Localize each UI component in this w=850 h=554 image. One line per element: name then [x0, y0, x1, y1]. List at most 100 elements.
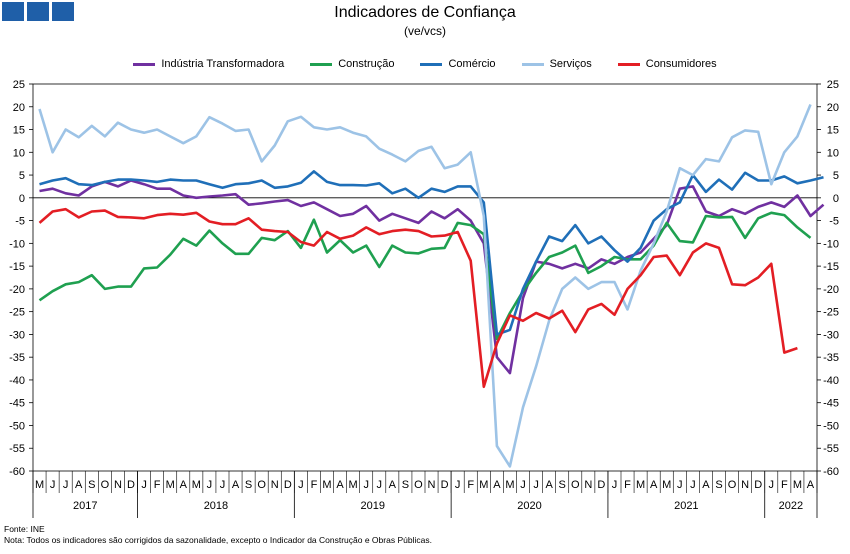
month-label: F [781, 479, 788, 491]
legend-label: Construção [338, 58, 395, 70]
y-tick-label-left: 15 [13, 125, 25, 137]
month-label: J [377, 479, 383, 491]
y-tick-label-right: 20 [827, 102, 839, 114]
month-label: J [207, 479, 213, 491]
y-tick-label-left: -35 [9, 352, 25, 364]
month-label: S [245, 479, 252, 491]
month-label: A [702, 479, 710, 491]
y-tick-label-right: -55 [823, 443, 839, 455]
chart-legend: Indústria Transformadora Construção Comérc… [0, 58, 850, 70]
month-label: F [154, 479, 161, 491]
month-label: J [690, 479, 696, 491]
month-label: J [520, 479, 526, 491]
footnote: Nota: Todos os indicadores são corrigido… [4, 535, 432, 545]
month-label: M [166, 479, 175, 491]
month-label: D [597, 479, 605, 491]
y-tick-label-left: 20 [13, 102, 25, 114]
y-tick-label-left: 10 [13, 147, 25, 159]
month-label: J [141, 479, 147, 491]
y-tick-label-left: -5 [15, 216, 25, 228]
year-label: 2020 [517, 500, 541, 512]
series-line-comercio [39, 170, 824, 336]
legend-item-comercio: Comércio [420, 58, 496, 70]
month-label: S [715, 479, 722, 491]
month-label: A [336, 479, 344, 491]
month-label: A [807, 479, 815, 491]
month-label: S [559, 479, 566, 491]
y-tick-label-right: 15 [827, 125, 839, 137]
y-tick-label-left: -55 [9, 443, 25, 455]
month-label: D [441, 479, 449, 491]
chart-subtitle: (ve/vcs) [404, 24, 446, 38]
month-label: N [741, 479, 749, 491]
y-tick-label-right: -20 [823, 284, 839, 296]
y-tick-label-left: -50 [9, 420, 25, 432]
y-tick-label-right: -25 [823, 307, 839, 319]
month-label: F [311, 479, 318, 491]
ine-logo [2, 2, 74, 21]
month-label: J [533, 479, 539, 491]
source-note: Fonte: INE [4, 524, 45, 534]
month-label: J [677, 479, 683, 491]
month-label: O [414, 479, 423, 491]
legend-label: Indústria Transformadora [161, 58, 285, 70]
y-tick-label-left: -40 [9, 375, 25, 387]
month-label: J [612, 479, 618, 491]
year-label: 2021 [674, 500, 698, 512]
month-label: F [624, 479, 631, 491]
month-label: M [662, 479, 671, 491]
month-label: F [467, 479, 474, 491]
series-line-construcao [38, 211, 812, 341]
month-label: A [75, 479, 83, 491]
month-label: S [402, 479, 409, 491]
y-tick-label-left: 25 [13, 79, 25, 91]
month-label: O [101, 479, 110, 491]
legend-swatch [617, 62, 640, 66]
month-label: M [505, 479, 514, 491]
y-tick-label-right: 5 [833, 170, 839, 182]
month-label: J [63, 479, 69, 491]
month-label: O [257, 479, 266, 491]
month-label: N [271, 479, 279, 491]
month-label: J [298, 479, 304, 491]
y-tick-label-left: 5 [19, 170, 25, 182]
y-tick-label-left: -10 [9, 238, 25, 250]
y-tick-label-right: -40 [823, 375, 839, 387]
legend-swatch [133, 62, 156, 66]
month-label: A [650, 479, 658, 491]
month-label: M [35, 479, 44, 491]
month-label: A [493, 479, 501, 491]
legend-swatch [521, 62, 544, 66]
y-tick-label-right: -35 [823, 352, 839, 364]
y-tick-label-left: -20 [9, 284, 25, 296]
month-label: N [114, 479, 122, 491]
y-tick-label-right: -5 [829, 216, 839, 228]
plot-frame [32, 83, 818, 472]
legend-item-construcao: Construção [310, 58, 394, 70]
month-label: N [428, 479, 436, 491]
month-label: A [545, 479, 553, 491]
year-label: 2017 [73, 500, 97, 512]
series-line-consumidores [38, 207, 798, 389]
y-tick-label-right: -60 [823, 466, 839, 478]
month-label: M [192, 479, 201, 491]
month-label: M [479, 479, 488, 491]
month-label: O [728, 479, 737, 491]
month-label: A [180, 479, 188, 491]
series-line-servicos [38, 104, 812, 468]
legend-swatch [310, 62, 333, 66]
y-tick-label-left: -60 [9, 466, 25, 478]
month-label: M [322, 479, 331, 491]
y-tick-label-left: -15 [9, 261, 25, 273]
legend-label: Serviços [549, 58, 592, 70]
year-label: 2018 [204, 500, 228, 512]
y-tick-label-right: -15 [823, 261, 839, 273]
y-tick-label-right: -45 [823, 398, 839, 410]
year-label: 2019 [360, 500, 384, 512]
legend-item-servicos: Serviços [521, 58, 592, 70]
month-label: J [455, 479, 461, 491]
legend-label: Comércio [448, 58, 496, 70]
y-tick-label-left: -45 [9, 398, 25, 410]
y-tick-label-right: -10 [823, 238, 839, 250]
month-label: J [50, 479, 56, 491]
